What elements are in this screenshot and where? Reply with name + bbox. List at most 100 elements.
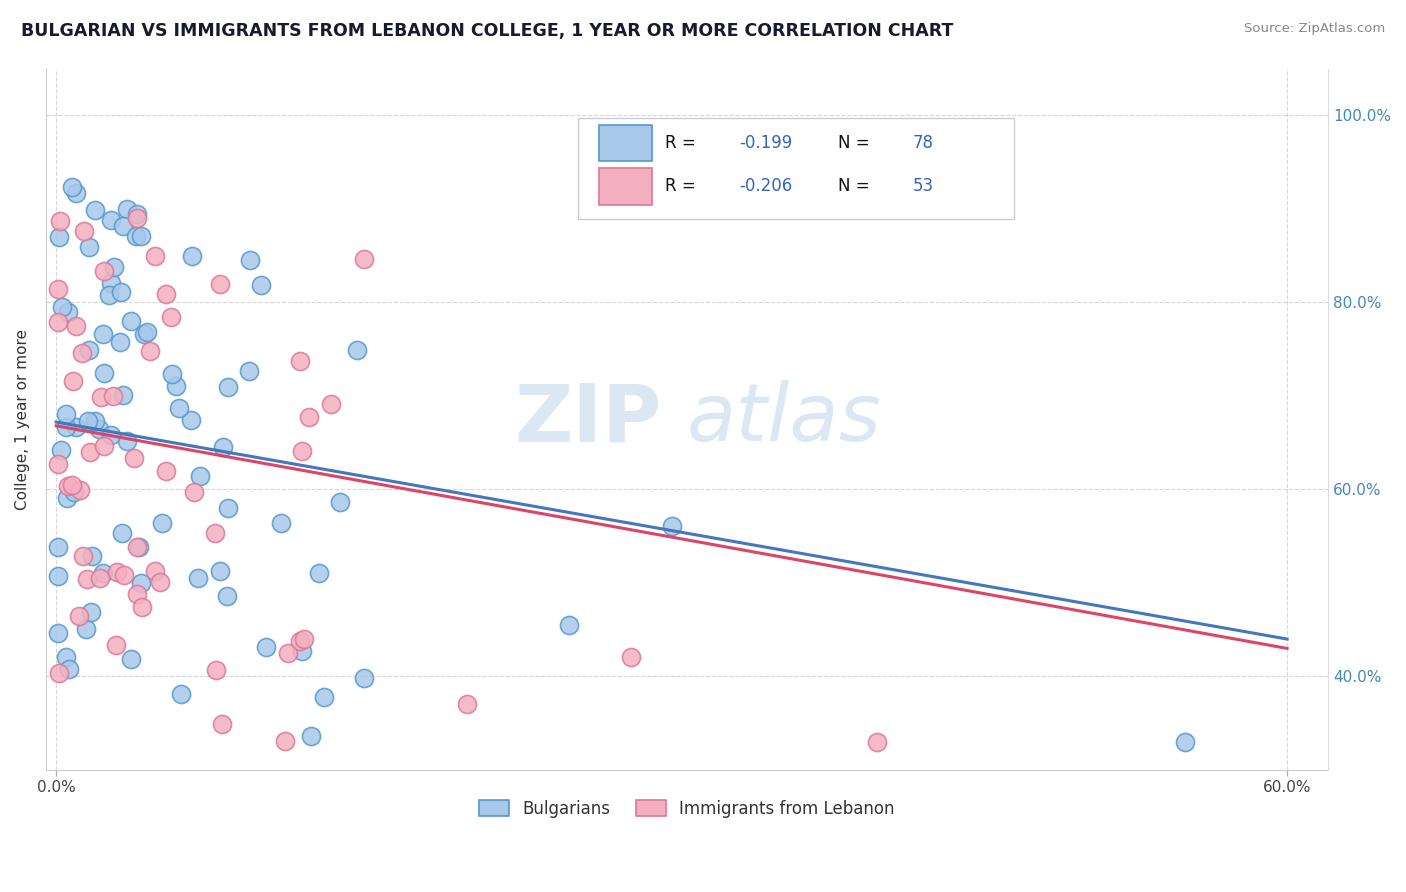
Point (69, 483, 91, 497)
Text: -0.199: -0.199 (740, 134, 793, 152)
Point (188, 468, 211, 483)
Text: 53: 53 (912, 178, 934, 195)
Point (93, 438, 115, 452)
Point (100, 276, 122, 290)
Point (65, 318, 87, 333)
Point (55, 491, 77, 506)
Point (51, 300, 73, 314)
Point (55, 407, 77, 421)
Point (79, 444, 101, 458)
Point (270, 516, 292, 530)
Point (139, 344, 162, 359)
Point (120, 652, 142, 666)
Point (353, 671, 375, 685)
Point (277, 646, 299, 660)
Point (160, 310, 183, 324)
Point (89, 422, 111, 436)
Point (217, 501, 239, 516)
Point (56, 479, 79, 493)
Point (160, 368, 183, 382)
Point (100, 427, 122, 442)
Point (115, 202, 138, 216)
Point (84, 203, 107, 218)
Point (321, 397, 343, 411)
Point (290, 354, 312, 368)
Point (181, 249, 204, 263)
Point (125, 540, 148, 554)
Point (110, 285, 132, 299)
Point (183, 485, 205, 500)
Point (67, 609, 90, 624)
Point (288, 633, 311, 648)
Point (76, 414, 98, 428)
Point (103, 389, 125, 403)
FancyBboxPatch shape (578, 118, 1014, 219)
Point (180, 413, 202, 427)
Point (75, 622, 97, 636)
Point (170, 688, 193, 702)
Point (46, 569, 69, 583)
Point (46, 625, 69, 640)
Point (60, 478, 83, 492)
Point (77, 239, 100, 253)
Point (111, 526, 134, 541)
Point (93, 264, 115, 278)
Point (312, 690, 335, 705)
Point (115, 434, 138, 448)
Point (105, 566, 128, 580)
Point (112, 219, 135, 233)
FancyBboxPatch shape (599, 168, 652, 204)
Point (308, 566, 330, 581)
Point (205, 663, 228, 677)
Point (149, 574, 172, 589)
Point (62, 374, 84, 388)
Text: Source: ZipAtlas.com: Source: ZipAtlas.com (1244, 22, 1385, 36)
Point (46, 540, 69, 554)
Point (46, 316, 69, 330)
Point (91, 327, 114, 342)
Point (132, 326, 155, 341)
Point (72, 224, 94, 238)
Point (128, 540, 150, 554)
Point (274, 733, 297, 747)
Point (127, 587, 149, 601)
Point (238, 363, 260, 377)
Point (55, 420, 77, 434)
Point (136, 325, 159, 339)
Point (48, 229, 70, 244)
Point (90, 390, 112, 404)
Point (91, 566, 114, 580)
Point (104, 638, 127, 652)
Point (239, 253, 262, 268)
Point (56, 305, 79, 319)
Point (112, 388, 135, 402)
FancyBboxPatch shape (599, 125, 652, 161)
Point (1173, 735, 1195, 749)
Point (165, 379, 187, 393)
Point (63, 485, 86, 500)
Point (76, 572, 98, 586)
Text: -0.206: -0.206 (740, 178, 793, 195)
Point (131, 229, 153, 244)
Point (298, 410, 321, 425)
Point (456, 697, 478, 711)
Point (65, 186, 87, 201)
Point (209, 564, 232, 578)
Text: R =: R = (665, 178, 702, 195)
Point (346, 343, 368, 358)
Point (291, 644, 314, 658)
Point (80, 549, 103, 563)
Point (204, 525, 226, 540)
Point (217, 380, 239, 394)
Point (122, 451, 145, 466)
Point (51, 443, 73, 458)
Text: N =: N = (838, 134, 875, 152)
Point (131, 599, 153, 614)
Point (72, 549, 94, 563)
Point (150, 516, 173, 530)
Point (103, 260, 125, 274)
Y-axis label: College, 1 year or more: College, 1 year or more (15, 329, 30, 509)
Point (48, 214, 70, 228)
Point (209, 277, 232, 291)
Point (299, 729, 322, 743)
